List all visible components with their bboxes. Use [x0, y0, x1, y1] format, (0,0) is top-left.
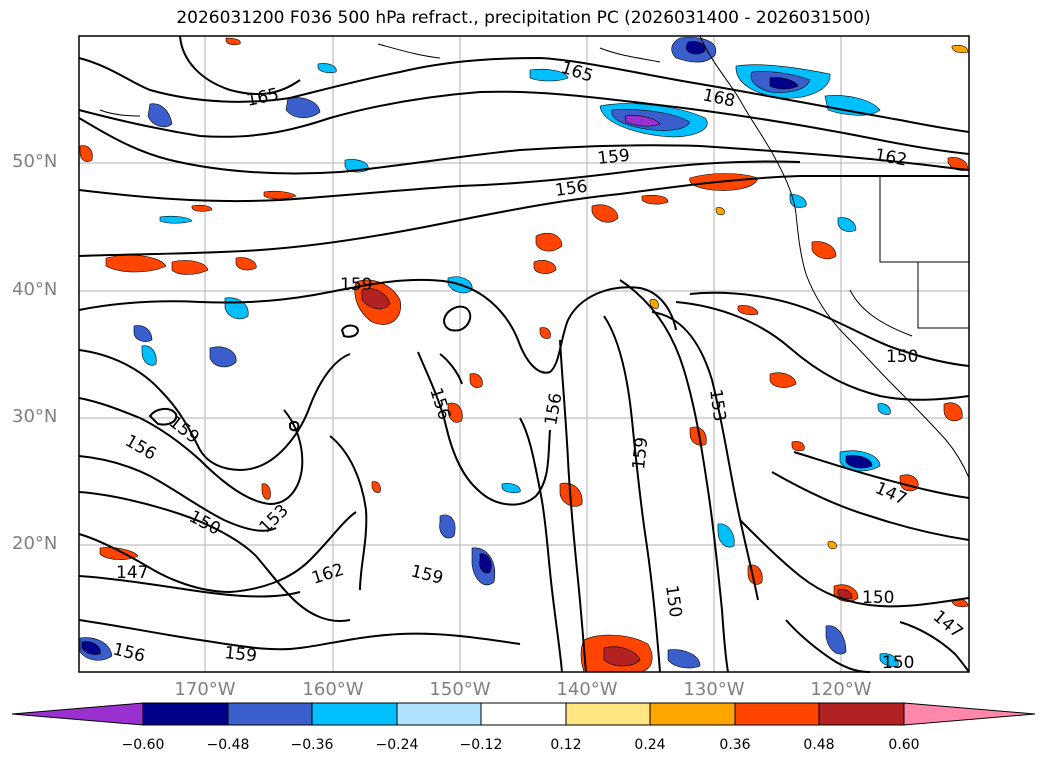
coastlines: [99, 35, 970, 479]
lon-label-130w: 130°W: [683, 679, 745, 700]
colorbar: [11, 702, 1036, 726]
map-border: [78, 35, 970, 673]
colorbar-segment: [649, 702, 736, 726]
lat-label-50n: 50°N: [12, 151, 58, 172]
colorbar-tick-label: 0.60: [888, 737, 920, 753]
colorbar-segment: [480, 702, 567, 726]
colorbar-extend-high: [903, 702, 1036, 726]
lon-label-150w: 150°W: [429, 679, 491, 700]
map-title: 2026031200 F036 500 hPa refract., precip…: [176, 8, 871, 28]
refractivity-contours: [78, 35, 970, 673]
colorbar-tick-label: 0.48: [803, 737, 835, 753]
lon-label-140w: 140°W: [556, 679, 618, 700]
colorbar-segment: [818, 702, 905, 726]
colorbar-tick-label: −0.36: [290, 737, 334, 753]
colorbar-segment: [227, 702, 313, 726]
contour-label: 159: [596, 146, 630, 169]
contour-label: 150: [862, 588, 894, 608]
lat-label-40n: 40°N: [12, 279, 58, 300]
gridlines: [79, 36, 969, 672]
precipitation-shading: [79, 37, 969, 673]
colorbar-tick-label: 0.12: [550, 737, 582, 753]
colorbar-segment: [396, 702, 482, 726]
colorbar-tick-label: −0.24: [375, 737, 419, 753]
contour-label: 150: [661, 584, 685, 619]
colorbar-segment: [734, 702, 820, 726]
colorbar-tick-label: −0.60: [121, 737, 165, 753]
contour-label: 156: [554, 177, 589, 201]
contour-label: 147: [116, 563, 148, 583]
colorbar-segment: [311, 702, 398, 726]
contour-label: 153: [705, 388, 729, 423]
colorbar-segment: [565, 702, 651, 726]
lat-label-20n: 20°N: [12, 533, 58, 554]
contour-label: 159: [629, 436, 652, 470]
colorbar-tick-label: −0.12: [459, 737, 503, 753]
contour-label: 150: [886, 347, 918, 367]
colorbar-tick-label: 0.36: [719, 737, 751, 753]
contour-label: 159: [340, 275, 372, 295]
colorbar-extend-low: [11, 702, 144, 726]
colorbar-segment: [142, 702, 229, 726]
contour-label: 159: [223, 643, 257, 666]
lon-label-160w: 160°W: [302, 679, 364, 700]
contour-label: 150: [882, 653, 914, 673]
lon-label-170w: 170°W: [174, 679, 236, 700]
lon-label-120w: 120°W: [810, 679, 872, 700]
lat-label-30n: 30°N: [12, 406, 58, 427]
colorbar-tick-label: 0.24: [634, 737, 666, 753]
colorbar-tick-label: −0.48: [206, 737, 250, 753]
